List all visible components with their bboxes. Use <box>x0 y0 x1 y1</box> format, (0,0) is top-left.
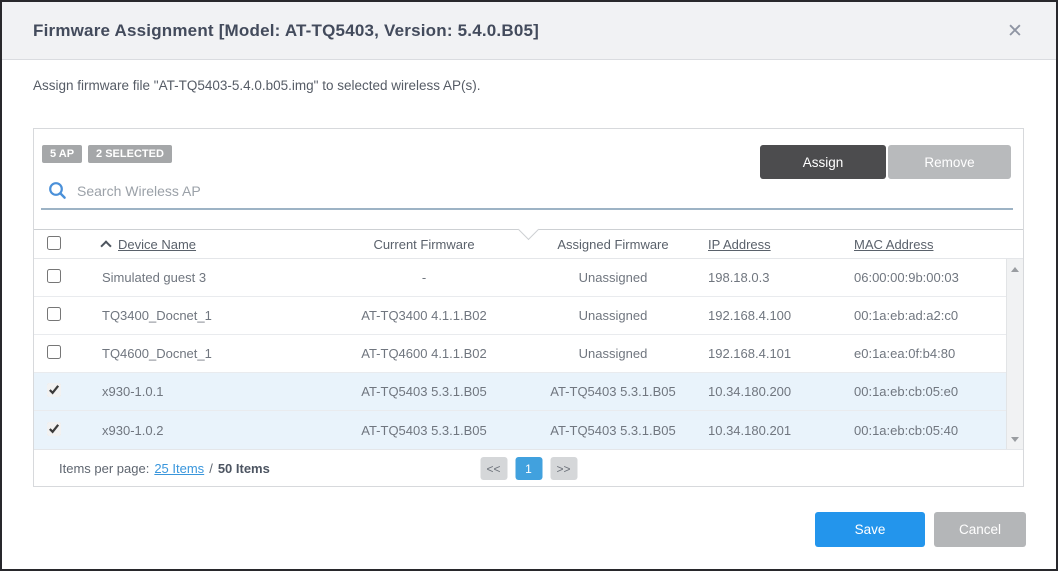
cell-ip-address: 192.168.4.101 <box>708 346 792 361</box>
column-header-ip-address[interactable]: IP Address <box>708 236 771 252</box>
badge-group: 5 AP 2 SELECTED <box>42 145 172 163</box>
dialog-actions: Save Cancel <box>815 512 1026 547</box>
table-body: Simulated guest 3 - Unassigned 198.18.0.… <box>34 259 1023 449</box>
table-row[interactable]: TQ4600_Docnet_1 AT-TQ4600 4.1.1.B02 Unas… <box>34 335 1006 373</box>
close-icon[interactable]: ✕ <box>1007 20 1023 42</box>
items-per-page-link[interactable]: 25 Items <box>154 461 205 476</box>
cell-mac-address: 00:1a:eb:ad:a2:c0 <box>854 308 959 323</box>
ap-selection-panel: 5 AP 2 SELECTED Assign Remove Device N <box>33 128 1024 487</box>
dialog-description: Assign firmware file "AT-TQ5403-5.4.0.b0… <box>33 78 481 93</box>
cell-mac-address: 00:1a:eb:cb:05:40 <box>854 422 959 438</box>
items-per-page: Items per page: 25 Items / 50 Items <box>59 461 270 476</box>
table-row[interactable]: Simulated guest 3 - Unassigned 198.18.0.… <box>34 259 1006 297</box>
cell-assigned-firmware: Unassigned <box>578 308 648 323</box>
pagination: << 1 >> <box>480 457 577 480</box>
save-button[interactable]: Save <box>815 512 925 547</box>
scrollbar-up-arrow[interactable] <box>1007 261 1023 277</box>
cell-device-name: x930-1.0.1 <box>102 384 164 399</box>
column-header-assigned-firmware: Assigned Firmware <box>557 236 669 252</box>
table-row[interactable]: x930-1.0.2 AT-TQ5403 5.3.1.B05 AT-TQ5403… <box>34 411 1006 449</box>
table-row[interactable]: TQ3400_Docnet_1 AT-TQ3400 4.1.1.B02 Unas… <box>34 297 1006 335</box>
selected-count-badge: 2 SELECTED <box>88 145 172 163</box>
cell-device-name: Simulated guest 3 <box>102 270 207 285</box>
search-input[interactable] <box>77 182 1013 199</box>
sort-asc-icon <box>100 239 112 252</box>
dialog-title: Firmware Assignment [Model: AT-TQ5403, V… <box>33 20 539 40</box>
ap-table: Device Name Current Firmware Assigned Fi… <box>34 218 1023 449</box>
pager-page-button[interactable]: 1 <box>515 457 542 480</box>
row-checkbox[interactable] <box>47 269 61 283</box>
cell-ip-address: 198.18.0.3 <box>708 270 770 285</box>
total-items: 50 Items <box>217 461 270 476</box>
cell-current-firmware: AT-TQ5403 5.3.1.B05 <box>361 384 487 399</box>
column-header-current-firmware: Current Firmware <box>373 236 475 252</box>
cell-current-firmware: AT-TQ4600 4.1.1.B02 <box>361 346 487 361</box>
table-row[interactable]: x930-1.0.1 AT-TQ5403 5.3.1.B05 AT-TQ5403… <box>34 373 1006 411</box>
row-checkbox[interactable] <box>47 421 61 436</box>
table-header: Device Name Current Firmware Assigned Fi… <box>34 218 1023 259</box>
row-checkbox[interactable] <box>47 345 61 359</box>
pager-next-button[interactable]: >> <box>550 457 577 480</box>
cell-ip-address: 192.168.4.100 <box>708 308 792 323</box>
column-header-device-name[interactable]: Device Name <box>78 237 324 252</box>
dialog-titlebar: Firmware Assignment [Model: AT-TQ5403, V… <box>2 2 1056 60</box>
scrollbar-down-arrow[interactable] <box>1007 431 1023 447</box>
cell-assigned-firmware: Unassigned <box>578 346 648 361</box>
assign-button[interactable]: Assign <box>760 145 886 179</box>
ap-count-badge: 5 AP <box>42 145 83 163</box>
row-checkbox[interactable] <box>47 383 61 397</box>
cell-ip-address: 10.34.180.200 <box>708 384 792 399</box>
search-icon <box>49 182 66 199</box>
cell-assigned-firmware: AT-TQ5403 5.3.1.B05 <box>550 422 676 438</box>
toolbar-actions: Assign Remove <box>760 145 1011 179</box>
search-bar <box>41 173 1013 210</box>
table-footer: Items per page: 25 Items / 50 Items << 1… <box>34 449 1023 487</box>
pager-prev-button[interactable]: << <box>480 457 507 480</box>
column-header-mac-address[interactable]: MAC Address <box>854 236 934 252</box>
cell-mac-address: 00:1a:eb:cb:05:e0 <box>854 384 959 399</box>
cell-assigned-firmware: AT-TQ5403 5.3.1.B05 <box>550 384 676 399</box>
cell-mac-address: 06:00:00:9b:00:03 <box>854 270 959 285</box>
cell-mac-address: e0:1a:ea:0f:b4:80 <box>854 346 956 361</box>
cell-device-name: x930-1.0.2 <box>102 422 164 438</box>
cancel-button[interactable]: Cancel <box>934 512 1026 547</box>
cell-device-name: TQ3400_Docnet_1 <box>102 308 212 323</box>
cell-current-firmware: - <box>421 270 427 285</box>
cell-device-name: TQ4600_Docnet_1 <box>102 346 212 361</box>
remove-button[interactable]: Remove <box>888 145 1011 179</box>
row-checkbox[interactable] <box>47 307 61 321</box>
cell-current-firmware: AT-TQ5403 5.3.1.B05 <box>361 422 487 438</box>
items-per-page-label: Items per page: <box>59 461 150 476</box>
cell-current-firmware: AT-TQ3400 4.1.1.B02 <box>361 308 487 323</box>
cell-ip-address: 10.34.180.201 <box>708 422 792 438</box>
select-all-checkbox[interactable] <box>47 235 61 250</box>
cell-assigned-firmware: Unassigned <box>578 270 648 285</box>
items-separator: / <box>209 461 213 476</box>
table-scrollbar[interactable] <box>1006 259 1023 449</box>
